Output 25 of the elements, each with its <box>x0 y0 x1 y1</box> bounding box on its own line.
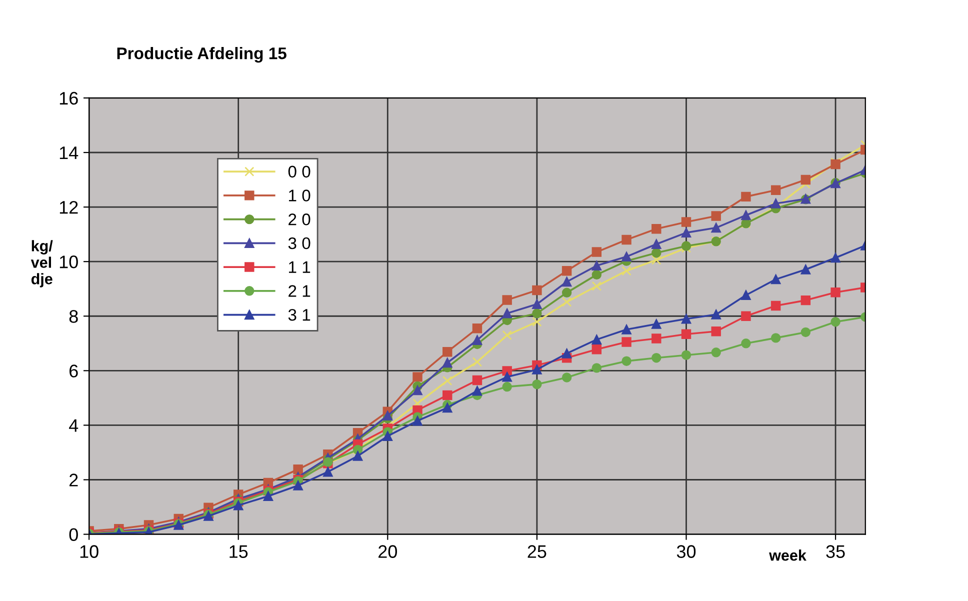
legend-label: 0 0 <box>288 166 310 178</box>
y-tick-label: 2 <box>70 474 78 486</box>
y-axis-title: kg/ vel dje <box>30 240 53 288</box>
x-tick-label: 20 <box>378 545 397 558</box>
y-tick-label: 8 <box>69 310 78 323</box>
y-tick-label: 12 <box>60 200 78 214</box>
y-tick-label: 10 <box>60 256 78 268</box>
x-tick-label: 30 <box>676 545 696 558</box>
chart-title: Productie Afdeling 15 <box>117 46 286 63</box>
legend-label: 1 0 <box>288 190 310 202</box>
x-tick-label: 10 <box>80 545 98 558</box>
y-tick-label: 6 <box>70 364 78 378</box>
legend-label: 2 0 <box>288 214 310 226</box>
legend-label: 2 1 <box>288 285 310 297</box>
x-tick-label: 25 <box>528 545 546 558</box>
y-tick-label: 16 <box>60 92 78 105</box>
x-tick-label: 35 <box>826 545 845 558</box>
x-tick-label: 15 <box>230 545 248 558</box>
legend-label: 3 0 <box>288 237 310 250</box>
x-axis-title: week <box>769 550 806 561</box>
y-tick-label: 0 <box>69 528 78 542</box>
y-tick-label: 14 <box>60 146 78 160</box>
legend-label: 3 1 <box>288 308 310 321</box>
y-tick-label: 4 <box>69 419 78 432</box>
legend-label: 1 1 <box>288 261 310 273</box>
